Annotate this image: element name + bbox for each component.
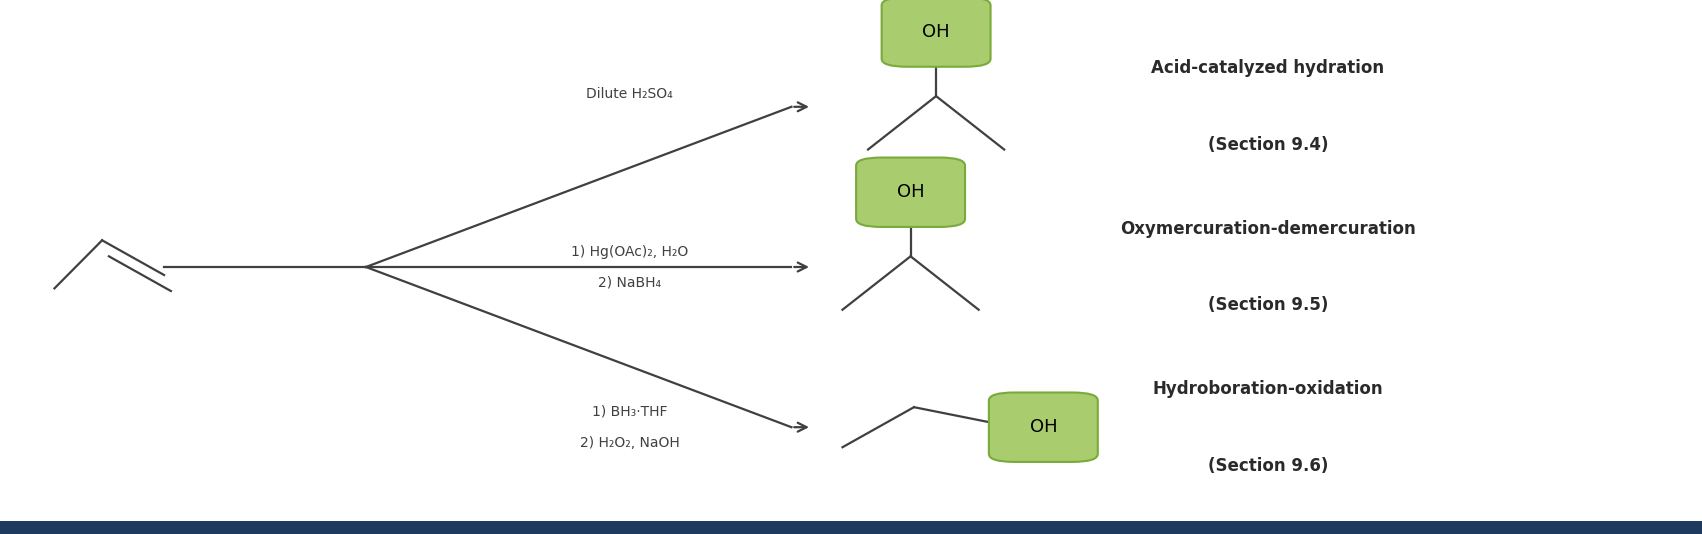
- Text: OH: OH: [897, 183, 924, 201]
- Text: 1) Hg(OAc)₂, H₂O: 1) Hg(OAc)₂, H₂O: [572, 245, 688, 258]
- Text: Oxymercuration-demercuration: Oxymercuration-demercuration: [1120, 219, 1416, 238]
- FancyBboxPatch shape: [856, 158, 965, 227]
- Text: 2) H₂O₂, NaOH: 2) H₂O₂, NaOH: [580, 436, 679, 450]
- Text: (Section 9.6): (Section 9.6): [1208, 457, 1328, 475]
- Text: (Section 9.5): (Section 9.5): [1208, 296, 1328, 315]
- Text: OH: OH: [1030, 418, 1057, 436]
- Text: 1) BH₃·THF: 1) BH₃·THF: [592, 405, 667, 419]
- Text: Hydroboration-oxidation: Hydroboration-oxidation: [1152, 380, 1384, 398]
- Text: (Section 9.4): (Section 9.4): [1208, 136, 1328, 154]
- FancyBboxPatch shape: [882, 0, 991, 67]
- Text: Dilute H₂SO₄: Dilute H₂SO₄: [587, 87, 672, 101]
- Bar: [0, 521, 1702, 534]
- Text: OH: OH: [922, 23, 950, 41]
- FancyBboxPatch shape: [989, 392, 1098, 462]
- Text: 2) NaBH₄: 2) NaBH₄: [597, 276, 662, 289]
- Text: Acid-catalyzed hydration: Acid-catalyzed hydration: [1152, 59, 1384, 77]
